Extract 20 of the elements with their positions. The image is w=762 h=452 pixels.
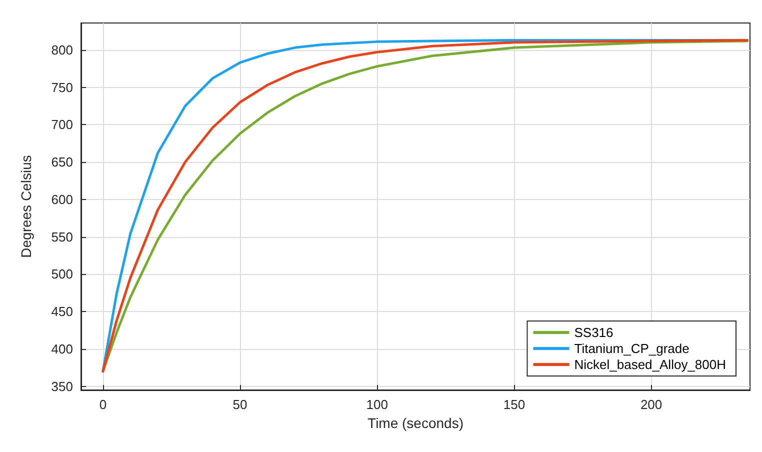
y-tick-label: 400 [51, 341, 73, 356]
x-tick-label: 0 [99, 397, 107, 412]
y-tick-label: 450 [51, 304, 73, 320]
x-tick-label: 200 [640, 397, 662, 412]
y-tick-label: 550 [51, 229, 73, 244]
legend-label: Titanium_CP_grade [574, 341, 690, 356]
y-tick-label: 600 [51, 192, 73, 207]
y-tick-label: 350 [51, 378, 73, 394]
y-tick-label: 650 [51, 154, 73, 170]
y-tick-label: 750 [51, 80, 73, 95]
legend-label: SS316 [574, 325, 614, 340]
legend-label: Nickel_based_Alloy_800H [574, 357, 726, 372]
y-axis-title: Degrees Celsius [18, 155, 34, 258]
y-tick-label: 500 [51, 266, 73, 282]
x-tick-label: 100 [366, 397, 388, 412]
y-tick-label: 700 [51, 117, 73, 132]
y-tick-label: 800 [51, 42, 73, 58]
x-tick-label: 50 [232, 397, 248, 412]
x-axis-title: Time (seconds) [368, 414, 464, 431]
x-tick-label: 150 [503, 397, 526, 412]
